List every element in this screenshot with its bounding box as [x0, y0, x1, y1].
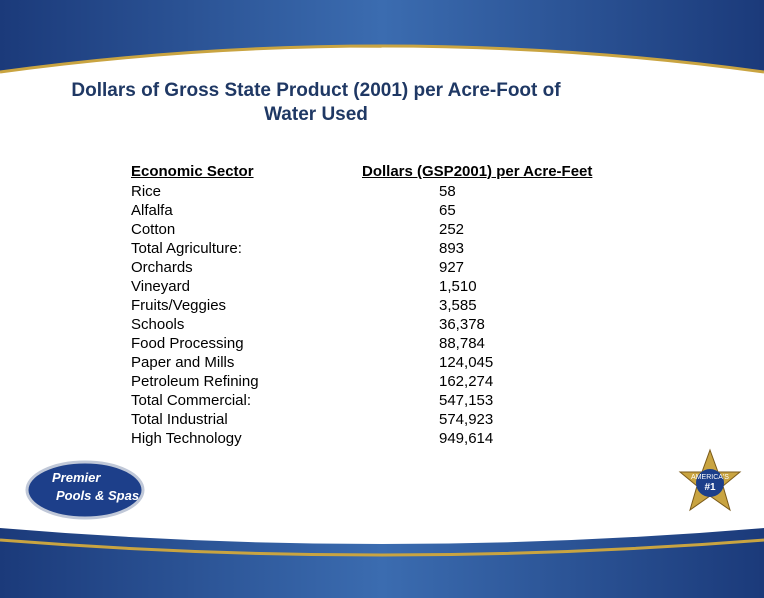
title-line: Dollars of Gross State Product (2001) pe… [71, 80, 561, 101]
header-cell: Economic Sector [131, 163, 254, 180]
title-line: Water Used [264, 104, 368, 125]
value-cell: 927 [439, 259, 465, 276]
sector-cell: Schools [131, 316, 185, 333]
sector-cell: Petroleum Refining [131, 373, 259, 390]
sector-cell: Total Commercial: [131, 392, 252, 409]
badge-text: #1 [704, 482, 716, 493]
value-cell: 547,153 [439, 392, 494, 409]
sector-cell: Rice [131, 183, 162, 200]
sector-cell: Paper and Mills [131, 354, 235, 371]
sector-cell: High Technology [131, 430, 242, 447]
header-cell: Dollars (GSP2001) per Acre-Feet [362, 163, 593, 180]
value-cell: 1,510 [439, 278, 477, 295]
sector-cell: Orchards [131, 259, 193, 276]
value-cell: 58 [439, 183, 456, 200]
value-cell: 574,923 [439, 411, 494, 428]
value-cell: 65 [439, 202, 456, 219]
sector-cell: Vineyard [131, 278, 190, 295]
value-cell: 949,614 [439, 430, 494, 447]
value-cell: 252 [439, 221, 465, 238]
badge-text: AMERICA'S [691, 474, 729, 481]
value-cell: 36,378 [439, 316, 485, 333]
value-cell: 124,045 [439, 354, 494, 371]
sector-cell: Total Agriculture: [131, 240, 242, 257]
logo-text: Premier [52, 470, 101, 485]
value-cell: 3,585 [439, 297, 477, 314]
value-cell: 893 [439, 240, 465, 257]
value-cell: 88,784 [439, 335, 485, 352]
logo-text: Pools & Spas [56, 488, 140, 503]
sector-cell: Food Processing [131, 335, 244, 352]
sector-cell: Fruits/Veggies [131, 297, 227, 314]
value-cell: 162,274 [439, 373, 494, 390]
sector-cell: Cotton [131, 221, 176, 238]
sector-cell: Total Industrial [131, 411, 228, 428]
sector-cell: Alfalfa [131, 202, 173, 219]
